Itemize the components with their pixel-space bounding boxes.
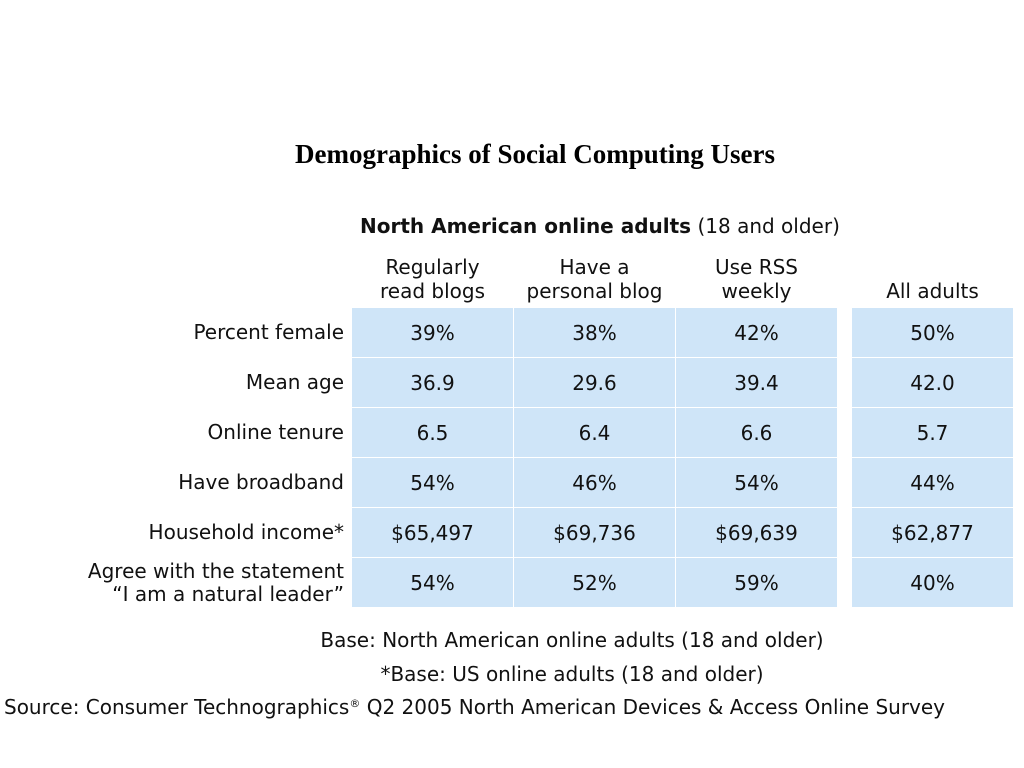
table-cell: 36.9: [352, 358, 513, 407]
table-cell: 50%: [852, 308, 1013, 357]
table-cell: 42.0: [852, 358, 1013, 407]
table-cell: $62,877: [852, 508, 1013, 557]
column-header: Have a personal blog: [526, 255, 663, 303]
table-cell: 6.4: [514, 408, 675, 457]
row-label: Household income*: [148, 520, 344, 544]
table-cell: 44%: [852, 458, 1013, 507]
table-cell: 54%: [352, 558, 513, 607]
row-label: Mean age: [245, 370, 344, 394]
table-cell: 42%: [676, 308, 837, 357]
table-cell: 40%: [852, 558, 1013, 607]
column-header: All adults: [886, 279, 979, 303]
source-prefix: Source: Consumer Technographics: [4, 695, 350, 719]
table-cell: 6.6: [676, 408, 837, 457]
table-cell: 29.6: [514, 358, 675, 407]
base-note: Base: North American online adults (18 a…: [320, 628, 824, 652]
column-header: Use RSS weekly: [714, 255, 798, 303]
source-note: Source: Consumer Technographics® Q2 2005…: [4, 695, 945, 719]
subtitle-rest: (18 and older): [697, 214, 840, 238]
table-cell: 54%: [352, 458, 513, 507]
table-cell: 54%: [676, 458, 837, 507]
table-cell: 6.5: [352, 408, 513, 457]
registered-mark: ®: [349, 697, 361, 710]
table-cell: 39.4: [676, 358, 837, 407]
table-cell: 52%: [514, 558, 675, 607]
table-cell: $69,736: [514, 508, 675, 557]
table-cell: 5.7: [852, 408, 1013, 457]
table-cell: 46%: [514, 458, 675, 507]
chart-title: Demographics of Social Computing Users: [295, 139, 775, 169]
subtitle-bold: North American online adults: [360, 214, 692, 238]
table-subtitle: North American online adults (18 and old…: [360, 214, 840, 238]
table-cell: 38%: [514, 308, 675, 357]
base-us-note: *Base: US online adults (18 and older): [380, 662, 764, 686]
table-cell: $69,639: [676, 508, 837, 557]
source-suffix: Q2 2005 North American Devices & Access …: [360, 695, 946, 719]
row-label: Online tenure: [207, 420, 344, 444]
table-cell: 59%: [676, 558, 837, 607]
row-label: Agree with the statement “I am a natural…: [87, 558, 344, 606]
row-label: Percent female: [193, 320, 344, 344]
table-cell: 39%: [352, 308, 513, 357]
row-label: Have broadband: [178, 470, 344, 494]
column-header: Regularly read blogs: [380, 255, 485, 303]
table-cell: $65,497: [352, 508, 513, 557]
